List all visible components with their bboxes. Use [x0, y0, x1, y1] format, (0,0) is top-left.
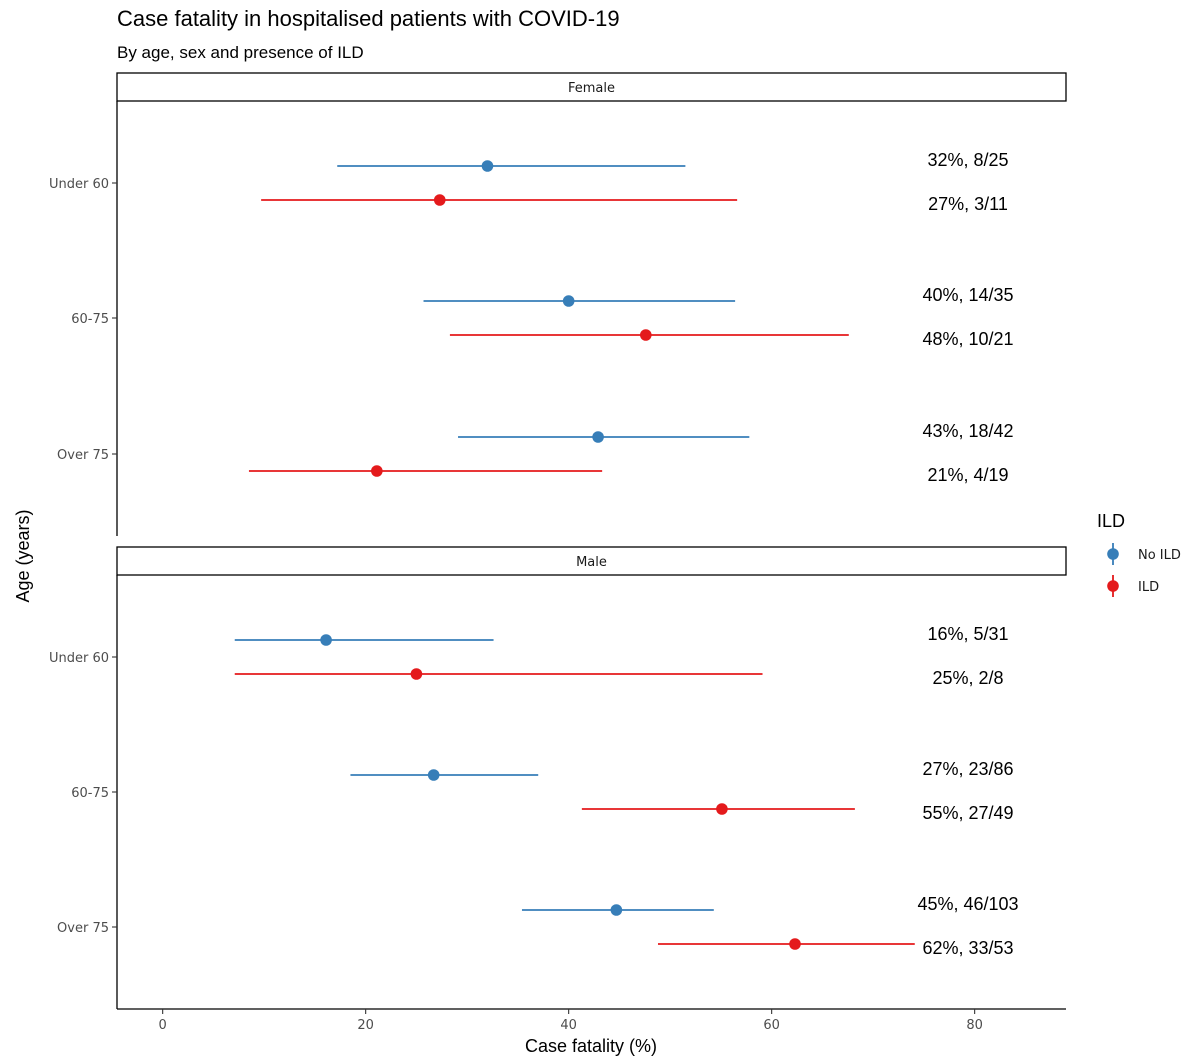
x-tick-label-0: 0 [159, 1018, 167, 1033]
y-tick-label-male-under-60: Under 60 [49, 651, 109, 666]
y-tick-label-female-60-75: 60-75 [71, 312, 109, 327]
x-tick-label-40: 40 [560, 1018, 577, 1033]
x-tick-label-60: 60 [763, 1018, 780, 1033]
legend-label-ild: ILD [1138, 580, 1159, 595]
data-label-female-60-75-ild: 48%, 10/21 [922, 329, 1013, 349]
data-label-male-60-75-no-ild: 27%, 23/86 [922, 759, 1013, 779]
chart-subtitle: By age, sex and presence of ILD [117, 43, 364, 62]
point-male-over-75-ild [789, 938, 801, 950]
facet-strip-female [116, 72, 1067, 102]
point-male-under-60-no-ild [320, 634, 332, 646]
data-label-female-over-75-no-ild: 43%, 18/42 [922, 421, 1013, 441]
facet-strip-label-female: Female [568, 81, 615, 96]
x-tick-label-80: 80 [966, 1018, 983, 1033]
facet-strip-male [116, 546, 1067, 576]
y-tick-label-male-over-75: Over 75 [57, 921, 109, 936]
data-label-male-under-60-no-ild: 16%, 5/31 [927, 624, 1008, 644]
legend-title: ILD [1097, 511, 1125, 531]
legend-key-point-no-ild [1107, 548, 1119, 560]
point-female-under-60-no-ild [481, 160, 494, 172]
data-label-male-over-75-no-ild: 45%, 46/103 [917, 894, 1018, 914]
x-tick-label-20: 20 [357, 1018, 374, 1033]
data-label-female-under-60-ild: 27%, 3/11 [928, 194, 1008, 214]
legend-key-point-ild [1107, 580, 1119, 592]
data-label-female-60-75-no-ild: 40%, 14/35 [922, 285, 1013, 305]
facet-panels: Female Under 60 32%, 8/25 27%, 3/11 60-75 40%… [49, 72, 1067, 1010]
chart-title: Case fatality in hospitalised patients w… [117, 6, 620, 31]
point-female-under-60-ild [433, 194, 446, 206]
y-tick-label-male-60-75: 60-75 [71, 786, 109, 801]
point-male-60-75-ild [716, 803, 728, 815]
facet-strip-label-male: Male [576, 555, 607, 570]
data-label-male-over-75-ild: 62%, 33/53 [922, 938, 1013, 958]
y-axis-title: Age (years) [13, 509, 33, 602]
legend: ILD No ILD ILD [1097, 511, 1181, 597]
data-label-male-60-75-ild: 55%, 27/49 [922, 803, 1013, 823]
point-female-60-75-ild [640, 329, 652, 341]
point-male-60-75-no-ild [427, 769, 440, 781]
y-tick-label-female-under-60: Under 60 [49, 177, 109, 192]
point-male-under-60-ild [410, 668, 423, 680]
point-female-60-75-no-ild [562, 295, 575, 307]
y-tick-label-female-over-75: Over 75 [57, 448, 109, 463]
point-male-over-75-no-ild [610, 904, 623, 916]
point-female-over-75-no-ild [592, 431, 604, 443]
x-axis-title: Case fatality (%) [525, 1036, 657, 1056]
point-female-over-75-ild [371, 465, 383, 477]
facet-male: Male Under 60 16%, 5/31 25%, 2/8 60-75 27%, 2… [49, 546, 1067, 1010]
x-axis: 0 20 40 60 80 [159, 1009, 983, 1033]
data-label-female-over-75-ild: 21%, 4/19 [927, 465, 1008, 485]
data-label-male-under-60-ild: 25%, 2/8 [932, 668, 1003, 688]
legend-label-no-ild: No ILD [1138, 548, 1181, 563]
facet-female: Female Under 60 32%, 8/25 27%, 3/11 60-75 40%… [49, 72, 1067, 536]
data-label-female-under-60-no-ild: 32%, 8/25 [927, 150, 1008, 170]
